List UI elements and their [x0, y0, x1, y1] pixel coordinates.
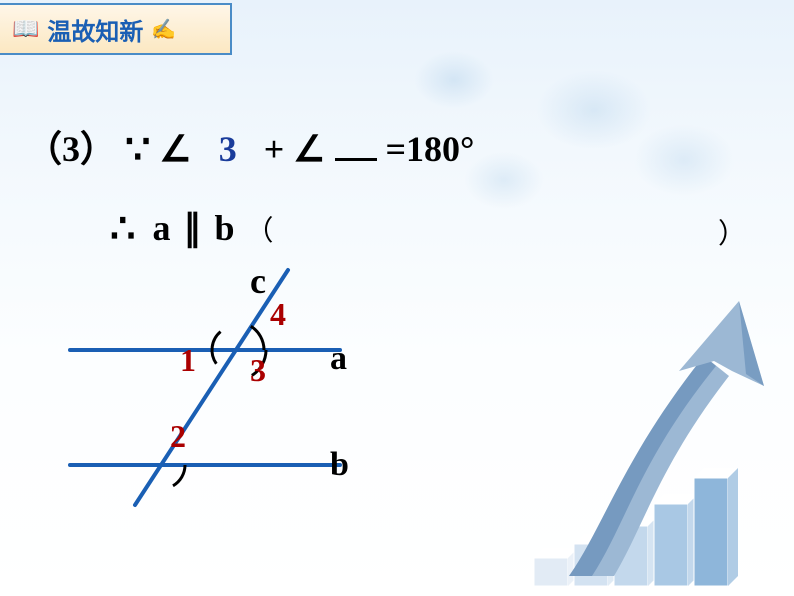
label-line-b: b: [330, 446, 349, 484]
decorative-chart: [474, 276, 794, 596]
given-angle-number: 3: [219, 129, 237, 169]
parallel-expression: a ∥ b: [152, 208, 236, 248]
label-angle-1: 1: [180, 342, 196, 379]
because-symbol: ∵: [125, 127, 150, 172]
header-title: 📖 温故知新 ✍: [12, 12, 176, 47]
question-index: （3）: [26, 129, 116, 169]
angle-symbol-2: ∠: [293, 129, 325, 169]
writing-hand-icon: ✍: [151, 17, 176, 42]
reason-close-paren: ）: [718, 212, 746, 252]
plus-sign: +: [264, 129, 285, 169]
diagram-svg: [40, 260, 400, 540]
conclusion-line: ∴ a ∥ b （: [110, 205, 274, 252]
problem-line: （3） ∵ ∠ 3 + ∠ =180°: [26, 120, 474, 173]
label-angle-2: 2: [170, 418, 186, 455]
reason-open-paren: （: [245, 216, 273, 247]
equals-180: =180°: [386, 129, 475, 169]
book-icon: 📖: [12, 16, 39, 42]
geometry-diagram: c 4 1 3 2 a b: [40, 260, 400, 540]
label-line-c: c: [250, 260, 266, 302]
therefore-symbol: ∴: [110, 206, 135, 251]
fill-blank: [335, 135, 377, 161]
header-label: 温故知新: [47, 12, 143, 47]
label-angle-4: 4: [270, 296, 286, 333]
label-line-a: a: [330, 340, 347, 378]
header-box: 📖 温故知新 ✍: [0, 3, 232, 55]
angle-symbol-1: ∠: [159, 129, 191, 169]
label-angle-3: 3: [250, 352, 266, 389]
